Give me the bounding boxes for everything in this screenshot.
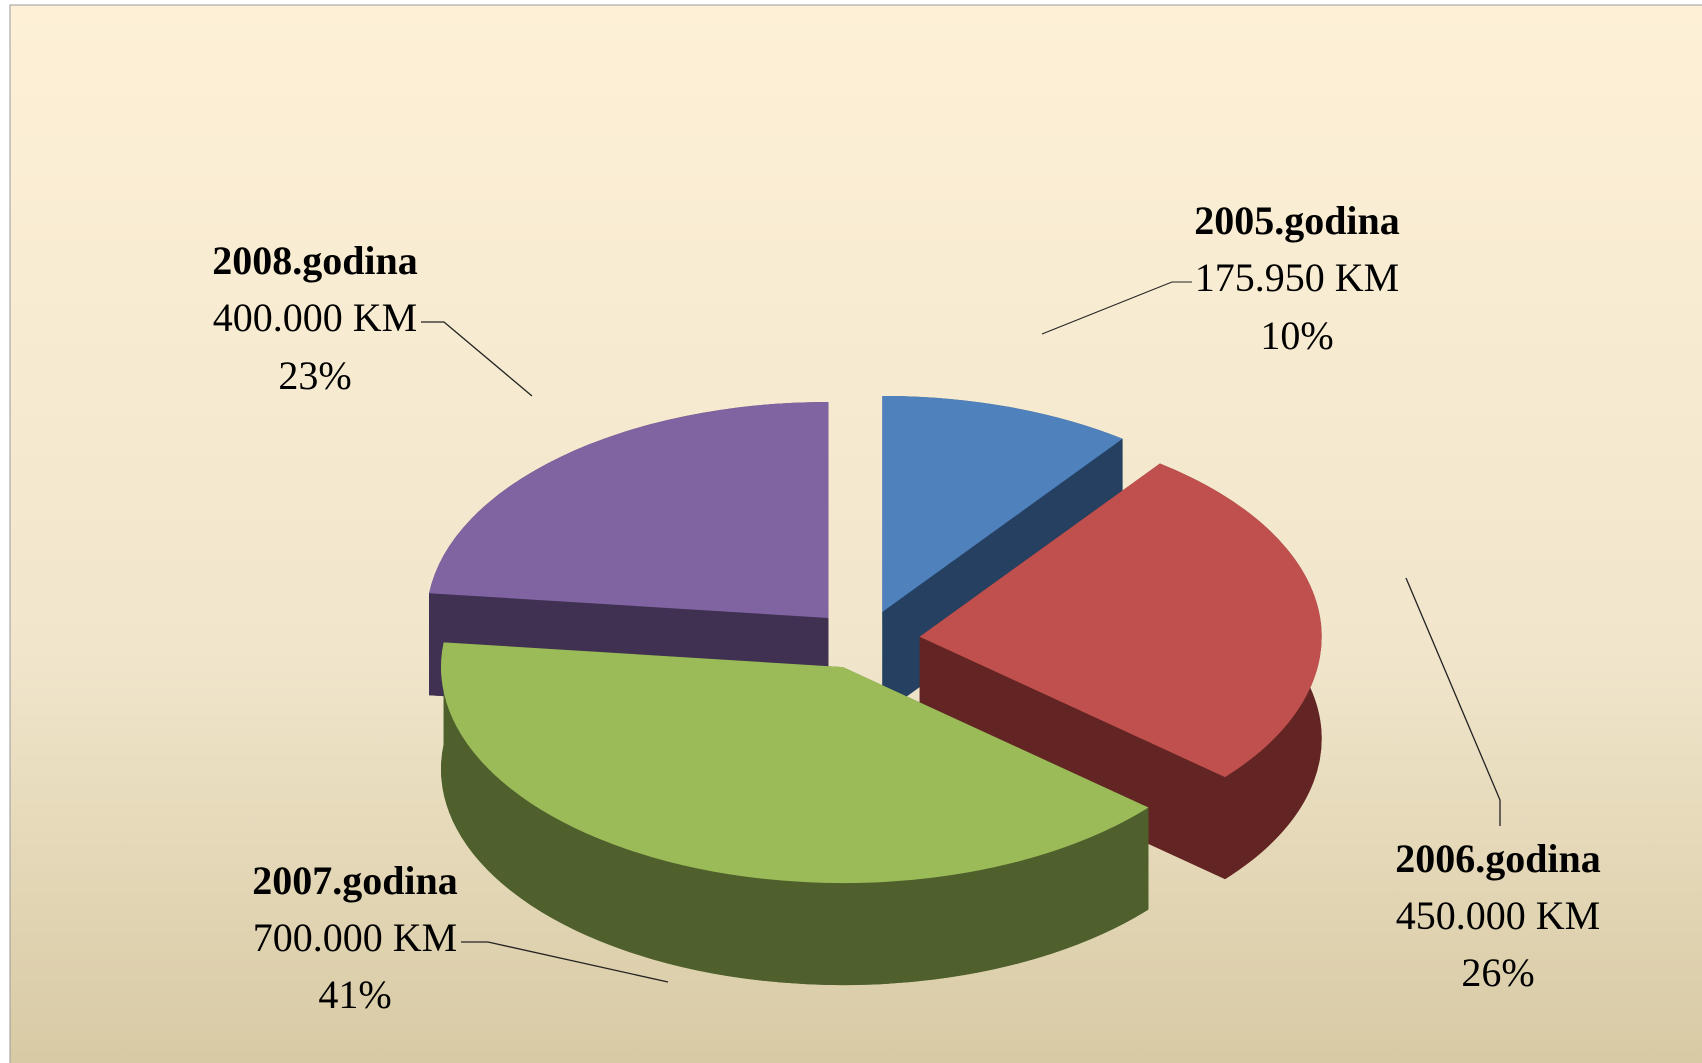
slice bbox=[429, 401, 829, 618]
slice bbox=[919, 463, 1322, 880]
pie bbox=[429, 395, 1322, 986]
percent-label: 41% bbox=[318, 972, 391, 1017]
category-label: 2005.godina bbox=[1194, 198, 1400, 243]
slice-side bbox=[441, 642, 1149, 986]
leader-line bbox=[461, 941, 669, 983]
labels: 2005.godina 175.950 KM 10% 2006.godina 4… bbox=[212, 198, 1601, 1017]
leader-line bbox=[421, 321, 533, 397]
slice bbox=[919, 463, 1322, 778]
category-label: 2008.godina bbox=[212, 238, 418, 283]
slice bbox=[882, 395, 1123, 612]
value-label: 175.950 KM bbox=[1195, 255, 1399, 300]
percent-label: 23% bbox=[278, 353, 351, 398]
slice bbox=[441, 642, 1149, 884]
value-label: 450.000 KM bbox=[1396, 893, 1600, 938]
percent-label: 10% bbox=[1260, 313, 1333, 358]
category-label: 2006.godina bbox=[1395, 836, 1601, 881]
value-label: 700.000 KM bbox=[253, 915, 457, 960]
leader-line bbox=[1405, 577, 1501, 826]
category-label: 2007.godina bbox=[252, 858, 458, 903]
percent-label: 26% bbox=[1461, 950, 1534, 995]
leader-lines bbox=[421, 281, 1501, 983]
leader-line bbox=[1041, 281, 1192, 335]
slice-side bbox=[919, 636, 1226, 880]
value-label: 400.000 KM bbox=[213, 295, 417, 340]
slice bbox=[441, 642, 1149, 986]
